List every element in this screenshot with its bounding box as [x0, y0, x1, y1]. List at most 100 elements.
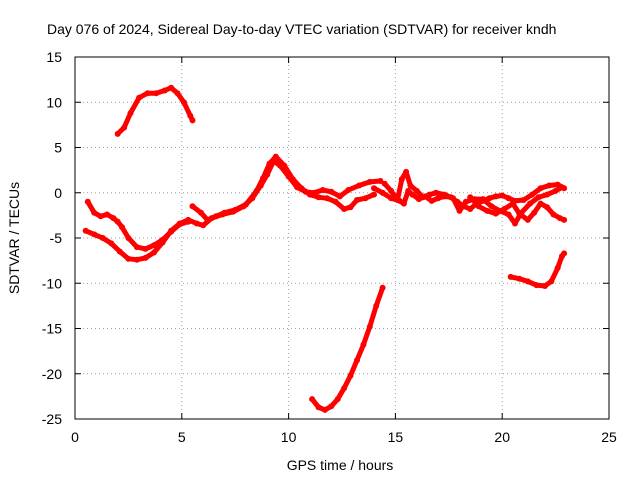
data-point	[492, 193, 499, 200]
x-tick-labels: 0 5 10 15 20 25	[71, 429, 617, 445]
data-point	[125, 235, 132, 241]
x-tick-label: 25	[601, 429, 617, 445]
data-point	[544, 204, 551, 211]
y-axis-title: SDTVAR / TECUs	[6, 182, 22, 294]
data-point	[516, 210, 523, 217]
data-point	[360, 341, 367, 348]
data-point	[409, 191, 416, 198]
data-point	[142, 254, 149, 261]
data-point	[550, 211, 557, 218]
data-point	[527, 200, 533, 207]
y-tick-label: -10	[42, 275, 62, 291]
data-point	[336, 193, 343, 200]
data-point	[119, 224, 125, 231]
data-point	[505, 195, 512, 202]
data-point	[535, 194, 542, 201]
data-point	[151, 242, 157, 249]
data-point	[91, 209, 98, 216]
data-point	[189, 203, 196, 210]
data-point	[435, 195, 442, 202]
data-point	[341, 206, 348, 212]
grid-lines	[75, 57, 609, 419]
data-point	[345, 187, 352, 193]
data-point	[377, 178, 384, 184]
data-point	[541, 283, 548, 289]
data-point	[548, 278, 555, 285]
data-point	[354, 357, 360, 364]
data-point	[121, 124, 128, 131]
data-point	[467, 206, 474, 212]
data-point	[187, 112, 194, 119]
data-point	[213, 213, 219, 220]
data-point	[480, 196, 486, 203]
y-tick-labels: -25 -20 -15 -10 -5 0 5 10 15	[42, 49, 62, 427]
data-point	[133, 244, 140, 251]
y-tick-label: 10	[46, 94, 62, 110]
data-point	[328, 403, 335, 410]
data-point	[529, 191, 536, 198]
data-point	[133, 256, 140, 263]
data-point	[356, 182, 363, 189]
x-tick-label: 20	[494, 429, 510, 445]
data-point	[328, 188, 335, 195]
y-tick-label: -15	[42, 321, 62, 337]
data-point	[266, 160, 273, 167]
data-point	[289, 176, 296, 183]
data-point	[260, 175, 266, 182]
y-tick-label: -20	[42, 366, 62, 382]
data-point	[552, 187, 559, 194]
data-point	[371, 191, 377, 198]
data-point	[379, 189, 386, 196]
data-point	[176, 221, 183, 228]
chart-title: Day 076 of 2024, Sidereal Day-to-day VTE…	[47, 21, 556, 37]
data-point	[450, 195, 457, 202]
data-point	[407, 182, 414, 189]
data-point	[561, 216, 568, 223]
data-point	[315, 194, 322, 201]
data-point	[347, 372, 354, 379]
data-point	[362, 195, 369, 202]
data-point	[200, 222, 207, 229]
data-point	[84, 198, 91, 205]
data-point	[486, 195, 493, 202]
data-point	[388, 187, 395, 194]
data-point	[99, 235, 106, 241]
data-point	[298, 185, 305, 192]
data-point	[505, 211, 512, 218]
y-tick-label: 15	[46, 49, 62, 65]
data-point	[524, 278, 531, 285]
y-tick-label: 0	[54, 185, 62, 201]
data-point	[366, 178, 373, 185]
data-point	[127, 110, 134, 117]
data-point	[97, 213, 104, 220]
data-point	[161, 87, 168, 94]
data-point	[347, 204, 354, 211]
data-point	[334, 396, 341, 403]
data-point	[499, 192, 506, 199]
data-point	[524, 216, 531, 223]
data-point	[159, 236, 166, 243]
data-point	[501, 206, 508, 212]
data-point	[373, 302, 380, 309]
data-point	[398, 176, 405, 183]
axis-ticks	[74, 56, 610, 420]
data-point	[509, 200, 516, 207]
data-point	[394, 197, 401, 203]
data-point	[546, 182, 553, 189]
data-point	[428, 197, 435, 204]
data-point	[467, 194, 474, 201]
data-point	[193, 220, 200, 227]
data-point	[533, 282, 540, 289]
data-point	[321, 406, 328, 413]
data-point	[405, 187, 412, 194]
data-point	[507, 273, 514, 280]
data-point	[151, 249, 157, 256]
x-tick-label: 15	[388, 429, 404, 445]
data-point	[561, 250, 568, 257]
data-point	[315, 404, 322, 411]
data-point	[253, 187, 260, 194]
data-point	[554, 264, 561, 271]
data-point	[379, 284, 386, 291]
data-point	[281, 162, 288, 169]
